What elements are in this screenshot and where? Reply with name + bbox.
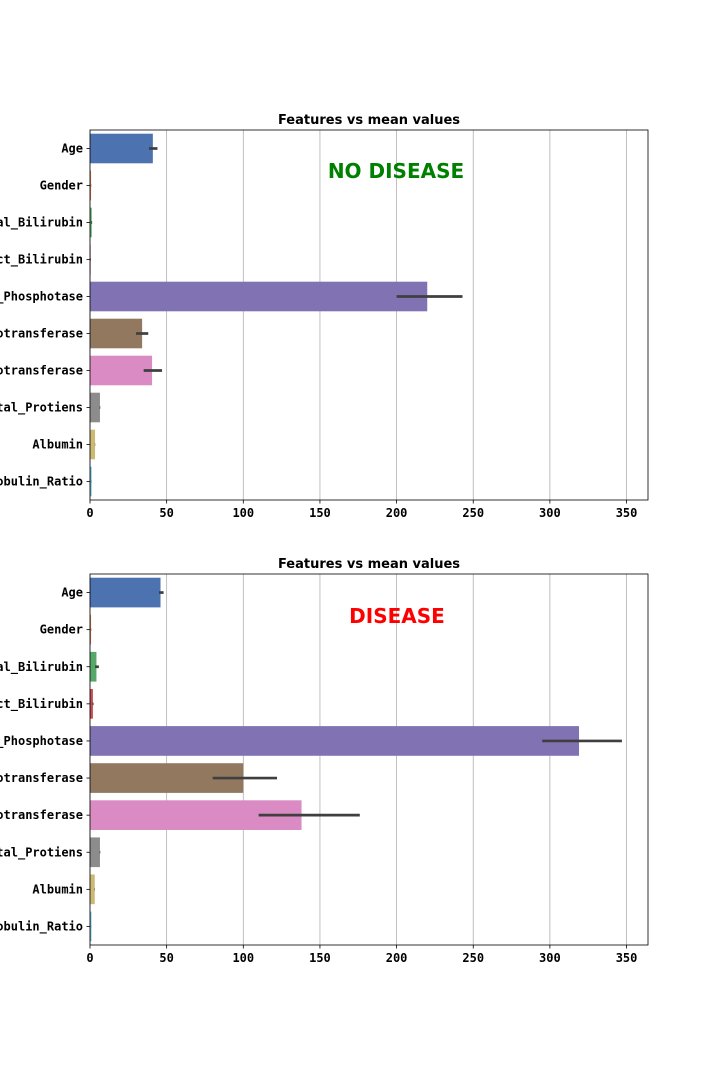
chart-title: Features vs mean values bbox=[278, 557, 460, 572]
annotation-label: NO DISEASE bbox=[328, 159, 464, 183]
bar bbox=[90, 170, 92, 201]
y-tick-label: al_Bilirubin bbox=[0, 660, 83, 675]
bar bbox=[90, 355, 153, 386]
y-tick-label: otransferase bbox=[0, 771, 83, 785]
y-tick-label: obulin_Ratio bbox=[0, 475, 83, 490]
y-tick-label: otransferase bbox=[0, 327, 83, 341]
y-tick-label: Albumin bbox=[32, 438, 83, 452]
y-tick-label: Age bbox=[61, 142, 83, 156]
bar bbox=[90, 577, 161, 608]
y-tick-label: ct_Bilirubin bbox=[0, 253, 83, 268]
x-tick-label: 200 bbox=[386, 951, 408, 965]
x-tick-label: 50 bbox=[159, 951, 173, 965]
x-tick-label: 250 bbox=[462, 951, 484, 965]
y-tick-label: Age bbox=[61, 586, 83, 600]
x-tick-label: 250 bbox=[462, 506, 484, 520]
chart-disease: Features vs mean values Age Gender al_Bilir… bbox=[0, 557, 649, 965]
x-tick-label: 50 bbox=[159, 506, 173, 520]
x-tick-label: 300 bbox=[539, 951, 561, 965]
y-tick-label: _Phosphotase bbox=[0, 734, 83, 749]
bar bbox=[90, 133, 153, 164]
y-tick-label: otransferase bbox=[0, 808, 83, 822]
chart-title: Features vs mean values bbox=[278, 113, 460, 128]
bar bbox=[90, 614, 92, 645]
y-tick-label: Albumin bbox=[32, 882, 83, 896]
bar bbox=[90, 207, 92, 238]
bar bbox=[90, 466, 92, 497]
x-tick-label: 200 bbox=[386, 506, 408, 520]
chart-no-disease: Features vs mean values Age Gender al_Bilir… bbox=[0, 113, 649, 520]
y-tick-label: obulin_Ratio bbox=[0, 919, 83, 934]
x-tick-label: 300 bbox=[539, 506, 561, 520]
x-tick-label: 150 bbox=[309, 506, 331, 520]
y-tick-label: Gender bbox=[40, 179, 83, 193]
bar bbox=[90, 318, 143, 349]
bar bbox=[90, 651, 97, 682]
x-tick-label: 0 bbox=[86, 951, 93, 965]
x-tick-label: 350 bbox=[616, 506, 638, 520]
bar bbox=[90, 281, 428, 312]
plot-frame bbox=[89, 573, 649, 946]
annotation-label: DISEASE bbox=[349, 604, 445, 628]
y-tick-label: tal_Protiens bbox=[0, 401, 83, 416]
bar bbox=[90, 837, 100, 868]
bar bbox=[90, 429, 96, 460]
bar bbox=[90, 911, 92, 942]
bar bbox=[90, 392, 100, 423]
x-tick-label: 0 bbox=[86, 506, 93, 520]
x-tick-label: 100 bbox=[232, 951, 254, 965]
y-tick-label: ct_Bilirubin bbox=[0, 697, 83, 712]
bar bbox=[90, 689, 93, 719]
x-tick-label: 100 bbox=[232, 506, 254, 520]
x-tick-label: 150 bbox=[309, 951, 331, 965]
bar bbox=[90, 726, 580, 756]
y-tick-label: _Phosphotase bbox=[0, 290, 83, 305]
y-tick-label: tal_Protiens bbox=[0, 845, 83, 860]
y-tick-label: Gender bbox=[40, 623, 83, 637]
x-tick-label: 350 bbox=[616, 951, 638, 965]
y-tick-label: al_Bilirubin bbox=[0, 216, 83, 231]
bar bbox=[90, 874, 95, 905]
y-tick-label: otransferase bbox=[0, 364, 83, 378]
plot-frame bbox=[89, 129, 649, 501]
